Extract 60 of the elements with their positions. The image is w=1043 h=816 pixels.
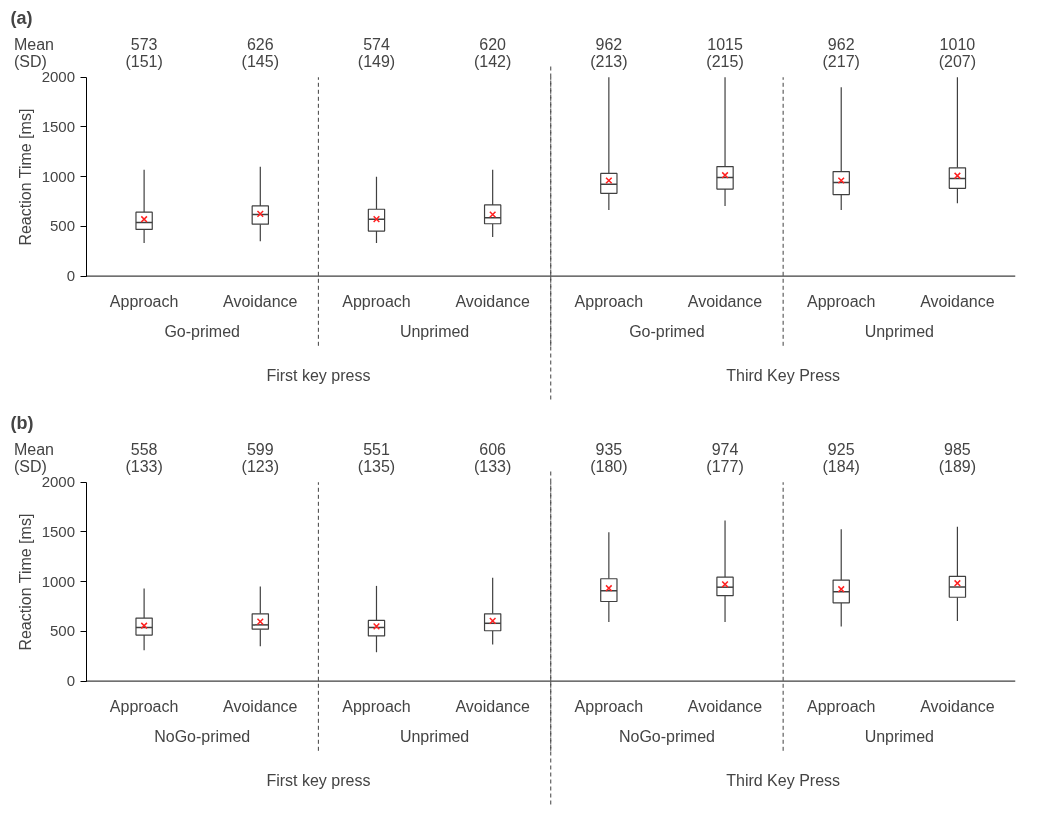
- y-tick-label: 500: [49, 622, 76, 640]
- text: 1015 (215): [706, 36, 744, 70]
- text: 974 (177): [706, 441, 744, 475]
- x-tick-label: Avoidance: [223, 292, 298, 310]
- text: Unprimed: [399, 728, 470, 746]
- y-tick-label: 1500: [41, 522, 76, 540]
- text: 620 (142): [473, 36, 512, 70]
- text: 626 (145): [241, 36, 279, 70]
- x-tick-label: Avoidance: [687, 697, 763, 715]
- text: 551 (135): [357, 441, 396, 475]
- x-tick-label: Approach: [806, 697, 876, 715]
- x-tick-label: Avoidance: [455, 697, 530, 715]
- text: Go-primed: [629, 323, 705, 341]
- x-tick-label: Avoidance: [920, 697, 995, 715]
- x-tick-label: Approach: [342, 292, 411, 310]
- text: Unprimed: [399, 323, 470, 341]
- text: First key press: [266, 367, 371, 385]
- y-axis-title: Reaction Time [ms]: [17, 513, 35, 651]
- x-tick-label: Approach: [806, 292, 876, 310]
- chart-title: (a): [10, 7, 33, 28]
- x-tick-label: Approach: [109, 292, 179, 310]
- text: Mean: [13, 440, 55, 458]
- x-tick-label: Avoidance: [687, 292, 763, 310]
- y-tick-label: 0: [66, 267, 76, 285]
- text: (SD): [13, 457, 47, 475]
- y-tick-label: 1500: [41, 117, 76, 135]
- y-tick-label: 1000: [41, 572, 76, 590]
- text: NoGo-primed: [154, 728, 251, 746]
- x-tick-label: Approach: [574, 292, 644, 310]
- y-axis-title: Reaction Time [ms]: [17, 108, 35, 246]
- x-tick-label: Approach: [574, 697, 644, 715]
- y-tick-label: 1000: [41, 167, 76, 185]
- x-tick-label: Avoidance: [223, 697, 298, 715]
- text: NoGo-primed: [618, 728, 715, 746]
- text: Go-primed: [164, 323, 240, 341]
- y-tick-label: 500: [49, 217, 76, 235]
- text: 962 (217): [822, 36, 860, 70]
- text: 985 (189): [938, 441, 977, 475]
- text: Unprimed: [864, 728, 934, 746]
- text: 962 (213): [590, 36, 628, 70]
- x-tick-label: Avoidance: [455, 292, 530, 310]
- chart-title: (b): [10, 412, 34, 433]
- y-tick-label: 0: [66, 672, 76, 690]
- text: 935 (180): [590, 441, 628, 475]
- text: (SD): [13, 52, 47, 70]
- text: First key press: [266, 772, 371, 790]
- x-tick-label: Approach: [342, 697, 411, 715]
- text: 925 (184): [822, 441, 860, 475]
- x-tick-label: Avoidance: [920, 292, 995, 310]
- text: Unprimed: [864, 323, 934, 341]
- text: 574 (149): [357, 36, 396, 70]
- text: Third Key Press: [726, 772, 841, 790]
- text: 606 (133): [473, 441, 512, 475]
- text: 599 (123): [241, 441, 279, 475]
- text: 1010 (207): [938, 36, 977, 70]
- text: Third Key Press: [726, 367, 841, 385]
- text: 573 (151): [125, 36, 163, 70]
- text: 558 (133): [125, 441, 163, 475]
- text: Mean: [13, 35, 55, 53]
- x-tick-label: Approach: [109, 697, 179, 715]
